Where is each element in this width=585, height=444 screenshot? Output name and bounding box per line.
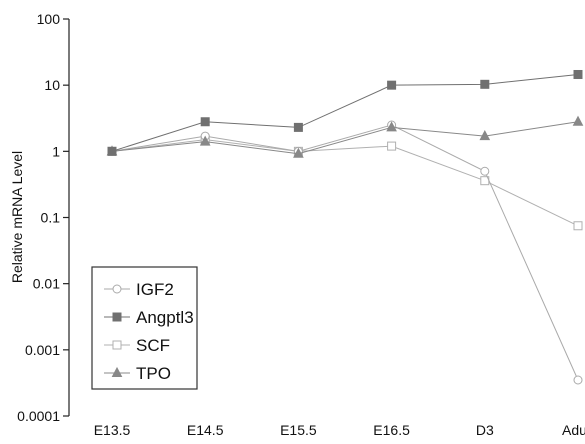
data-point-tpo: [479, 130, 491, 141]
data-point-igf2: [573, 375, 583, 385]
y-tick-label: 0.0001: [17, 408, 60, 424]
y-tick-label: 1: [52, 143, 60, 159]
legend-item-tpo: TPO: [104, 364, 171, 383]
data-point-tpo: [199, 135, 211, 146]
legend-label-angptl3: Angptl3: [136, 308, 194, 327]
x-tick-label: E13.5: [94, 422, 131, 438]
series-line-angptl3: [111, 73, 579, 152]
x-ticks: E13.5 E14.5 E15.5 E16.5 D3 Adult: [94, 422, 585, 438]
data-point-tpo: [572, 115, 584, 126]
data-point-angptl3: [293, 122, 303, 132]
legend-item-angptl3: Angptl3: [104, 308, 194, 327]
legend-marker-igf2: [112, 284, 122, 294]
legend-marker-angptl3: [112, 312, 122, 322]
data-point-angptl3: [480, 79, 490, 89]
y-tick-label: 0.01: [33, 276, 60, 292]
y-axis-label: Relative mRNA Level: [9, 151, 25, 283]
x-tick-label: D3: [476, 422, 494, 438]
legend-marker-scf: [112, 340, 122, 350]
data-point-scf: [387, 141, 397, 151]
legend-item-igf2: IGF2: [104, 280, 174, 299]
series-angptl3: [107, 69, 583, 156]
data-point-scf: [573, 221, 583, 231]
y-tick-label: 0.1: [41, 210, 61, 226]
x-tick-label: E14.5: [187, 422, 224, 438]
data-point-igf2: [480, 166, 490, 176]
data-point-tpo: [386, 121, 397, 132]
legend-marker-tpo: [111, 366, 123, 377]
y-tick-label: 10: [44, 77, 60, 93]
x-tick-label: E16.5: [373, 422, 410, 438]
series-line-tpo: [111, 121, 579, 155]
legend-label-igf2: IGF2: [136, 280, 174, 299]
series-scf: [107, 135, 583, 231]
series: [106, 69, 584, 385]
series-line-igf2: [111, 124, 579, 381]
data-point-angptl3: [107, 146, 117, 156]
series-tpo: [106, 115, 584, 158]
x-tick-label: Adult: [562, 422, 585, 438]
legend-item-scf: SCF: [104, 336, 170, 355]
data-point-tpo: [293, 147, 304, 158]
data-point-angptl3: [387, 80, 397, 90]
legend: IGF2 Angptl3 SCF TPO: [91, 266, 198, 390]
data-point-angptl3: [200, 117, 210, 127]
data-point-angptl3: [573, 69, 583, 79]
y-tick-label: 0.001: [25, 342, 60, 358]
legend-label-scf: SCF: [136, 336, 170, 355]
x-tick-label: E15.5: [280, 422, 317, 438]
y-tick-label: 100: [37, 11, 61, 27]
legend-label-tpo: TPO: [136, 364, 171, 383]
y-ticks: 100 10 1 0.1 0.01 0.001 0.0001: [17, 11, 69, 424]
series-line-scf: [111, 139, 579, 227]
legend-box: [91, 266, 198, 390]
